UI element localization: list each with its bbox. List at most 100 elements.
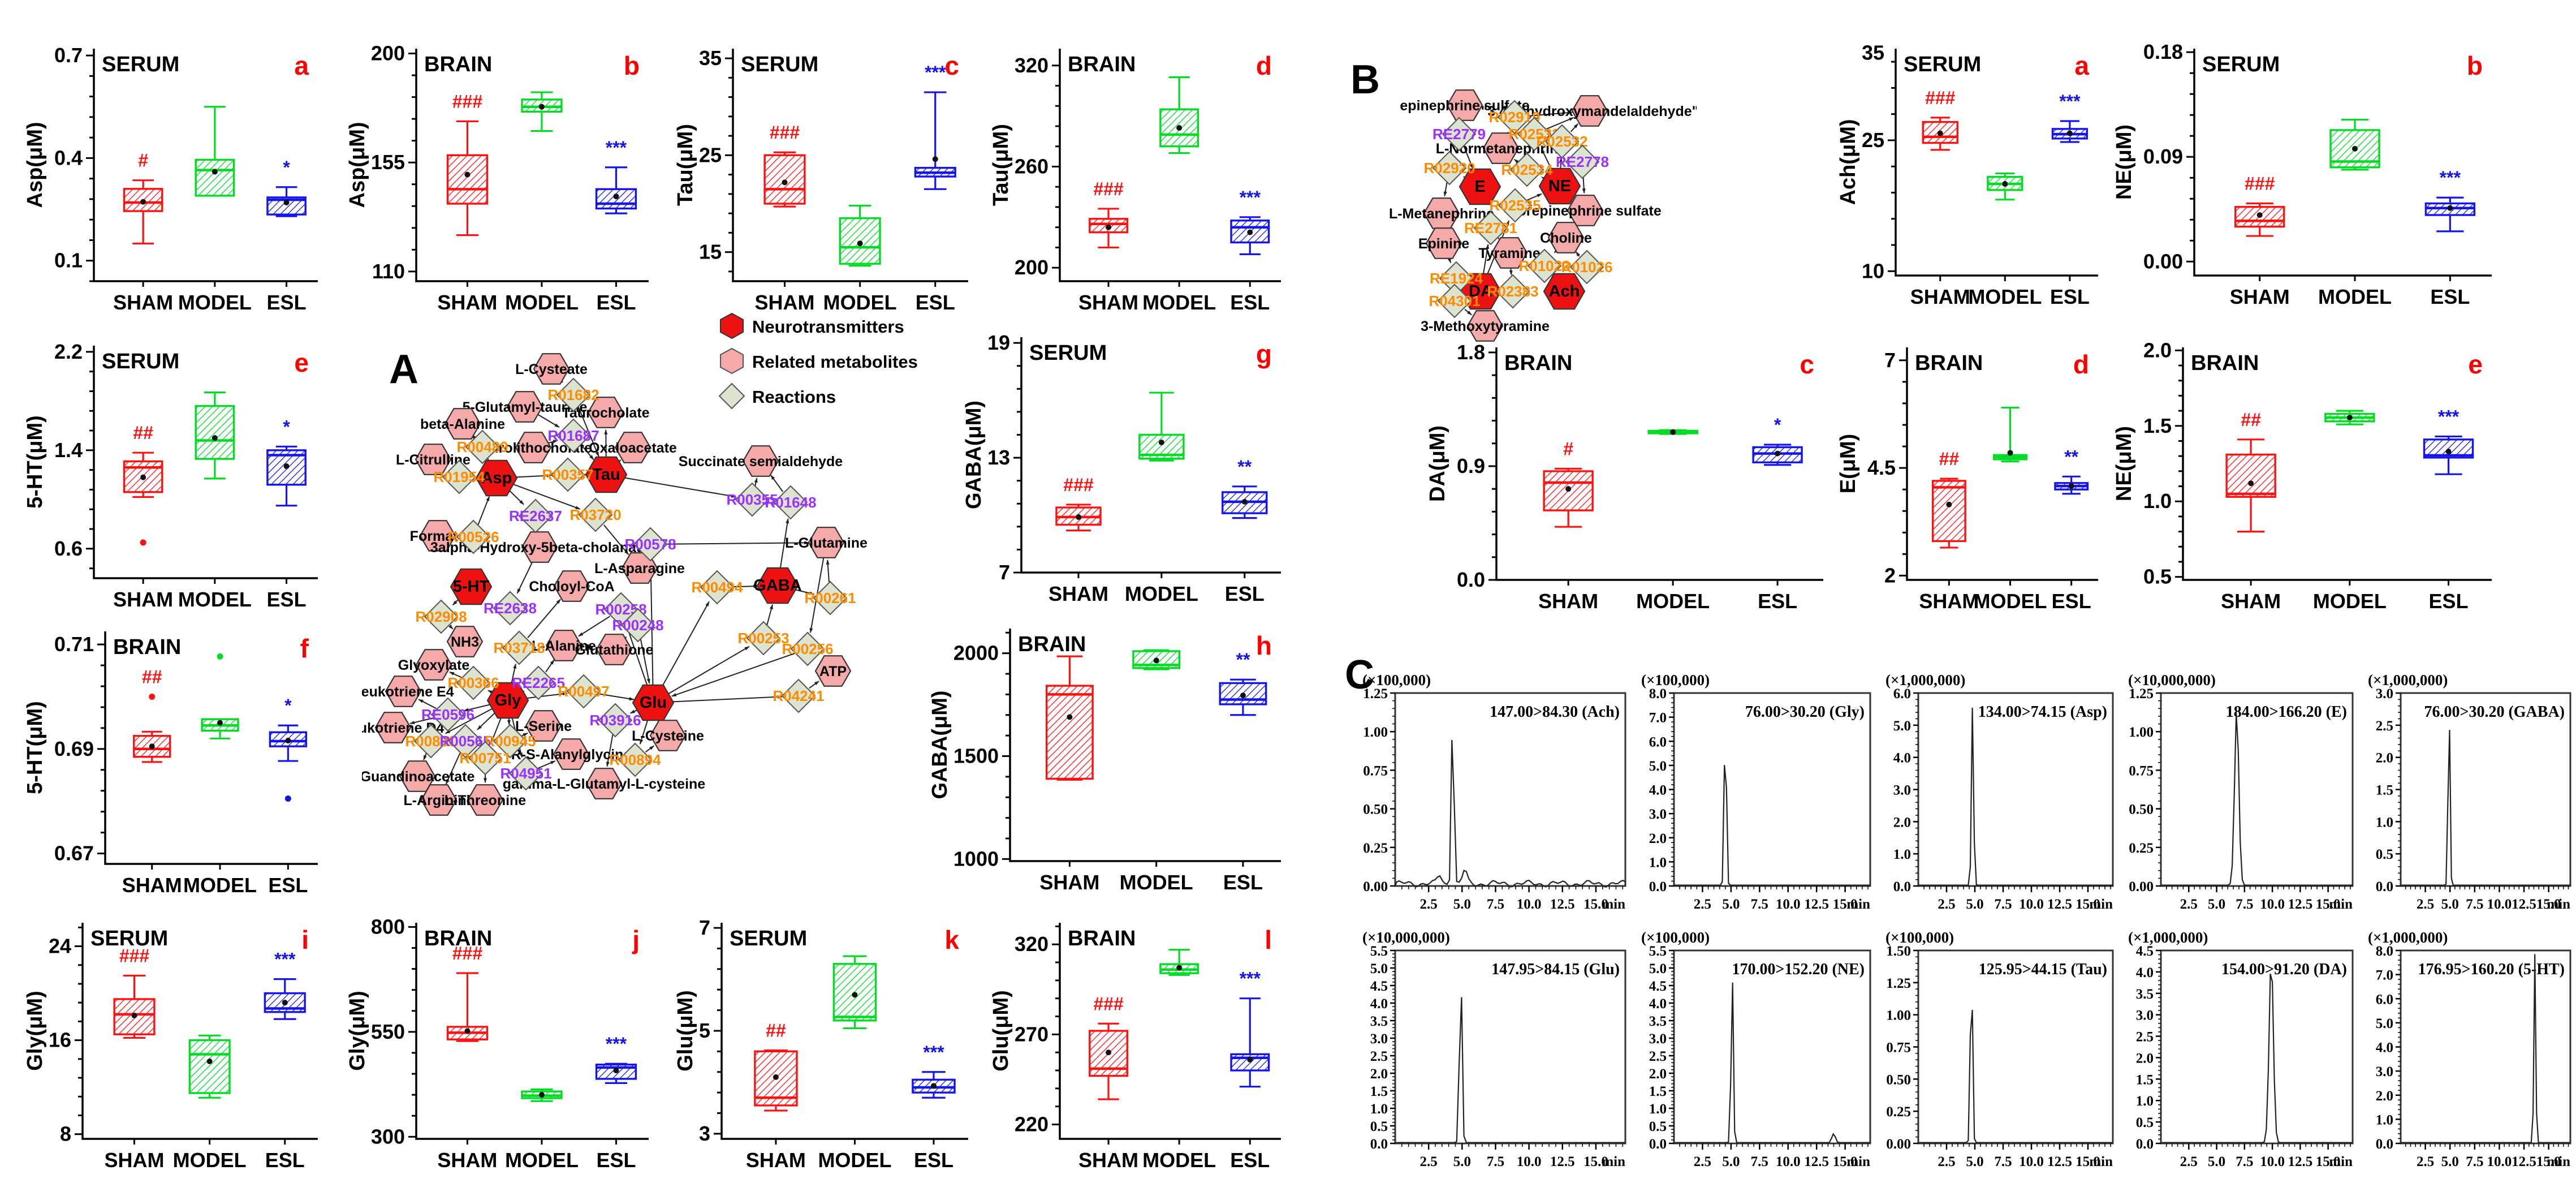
svg-text:###: ###	[770, 122, 800, 143]
svg-text:1.00: 1.00	[2129, 725, 2154, 740]
Ag-box-ESL: **	[1222, 457, 1268, 519]
svg-text:***: ***	[2059, 91, 2081, 111]
svg-text:l: l	[1265, 925, 1272, 954]
svg-text:4.0: 4.0	[1370, 996, 1388, 1012]
svg-text:Glutathione: Glutathione	[575, 642, 654, 658]
svg-text:k: k	[944, 925, 959, 954]
svg-text:4.5: 4.5	[1649, 979, 1667, 994]
svg-text:10.0: 10.0	[1517, 1154, 1542, 1169]
legend-label: Related metabolites	[752, 352, 918, 372]
svg-text:1.0: 1.0	[2376, 815, 2393, 830]
node-gly: Gly	[486, 682, 529, 719]
svg-text:1.8: 1.8	[1457, 341, 1485, 364]
Al-box-MODEL	[1159, 949, 1199, 976]
svg-text:R00256: R00256	[782, 640, 833, 657]
boxplot-serum-ne: 0.00 0.09 0.18 NE(μM) SERUM b ### SHAM MODEL *** E…	[2112, 40, 2502, 320]
svg-text:R00357: R00357	[542, 466, 593, 483]
svg-text:2.5: 2.5	[1694, 1154, 1711, 1169]
svg-text:10.0: 10.0	[2019, 1154, 2044, 1169]
svg-text:155: 155	[371, 150, 405, 174]
node-re2637: RE2637	[509, 498, 562, 534]
Bd-box-SHAM: ##	[1931, 449, 1966, 549]
node-r00565: R00565	[439, 724, 491, 759]
node-r01687: R01687	[547, 418, 599, 453]
svg-text:d: d	[2073, 350, 2089, 379]
metabolite-hexagon-icon	[717, 347, 747, 377]
svg-text:2.2: 2.2	[54, 340, 83, 363]
node-formate: Formate	[410, 520, 465, 552]
svg-text:7.5: 7.5	[2466, 1154, 2483, 1169]
Ba-box-ESL: ***	[2051, 91, 2089, 143]
svg-text:g: g	[1256, 339, 1272, 369]
svg-text:2.5: 2.5	[1370, 1049, 1388, 1064]
svg-text:5-HT(μM): 5-HT(μM)	[23, 415, 47, 509]
svg-text:4.0: 4.0	[2376, 1040, 2393, 1056]
svg-text:MODEL: MODEL	[173, 1148, 247, 1172]
Aa-box-ESL: *	[266, 157, 307, 217]
svg-text:7.5: 7.5	[1487, 897, 1504, 912]
legend-item-neurotransmitters: Neurotransmitters	[717, 312, 918, 342]
svg-text:1.0: 1.0	[1649, 855, 1667, 870]
svg-text:BRAIN: BRAIN	[1504, 351, 1572, 375]
svg-text:1.4: 1.4	[54, 438, 83, 462]
svg-text:0.50: 0.50	[1886, 1072, 1911, 1087]
svg-text:76.00>30.20 (Gly): 76.00>30.20 (Gly)	[1745, 703, 1865, 721]
node-r01023: R01023	[1518, 248, 1570, 283]
svg-text:12.5: 12.5	[1804, 1154, 1829, 1169]
node-r02920: R02920	[1423, 150, 1475, 186]
svg-text:3.0: 3.0	[1370, 1031, 1388, 1047]
svg-text:1.0: 1.0	[1370, 1102, 1388, 1117]
svg-text:DA(μM): DA(μM)	[1426, 425, 1449, 502]
svg-text:10.0: 10.0	[1776, 897, 1801, 912]
node-r00751: R00751	[459, 741, 511, 776]
svg-text:15.0: 15.0	[2316, 1154, 2341, 1169]
node-re0596: RE0596	[421, 697, 474, 732]
svg-text:RE0596: RE0596	[421, 706, 474, 723]
svg-text:min: min	[1602, 897, 1625, 912]
boxplot-brain-gly: 300 550 800 Gly(μM) BRAIN j ### SHAM MODEL *** ESL	[345, 914, 659, 1183]
svg-text:e: e	[2468, 350, 2483, 379]
svg-text:200: 200	[371, 42, 405, 65]
svg-text:MODEL: MODEL	[1142, 1148, 1216, 1172]
Aa-box-MODEL	[195, 106, 235, 197]
svg-text:#: #	[138, 150, 148, 171]
node-epinephrine-sulfate: epinephrine sulfate	[1400, 89, 1530, 121]
svg-text:ESL: ESL	[267, 588, 307, 611]
svg-text:24: 24	[49, 935, 71, 958]
svg-text:Glu(μM): Glu(μM)	[674, 990, 697, 1072]
svg-text:BRAIN: BRAIN	[1018, 633, 1086, 656]
svg-text:0.5: 0.5	[2376, 847, 2393, 862]
svg-text:NE(μM): NE(μM)	[2112, 426, 2136, 501]
boxplot-svg: 300 550 800 Gly(μM) BRAIN j ### SHAM MODEL *** ESL	[346, 915, 649, 1172]
Al-box-SHAM: ###	[1089, 993, 1128, 1100]
svg-text:SERUM: SERUM	[730, 927, 807, 950]
svg-text:R02532: R02532	[1536, 133, 1587, 150]
svg-text:###: ###	[1093, 179, 1124, 199]
svg-text:(×1,000,000): (×1,000,000)	[2368, 672, 2448, 689]
svg-text:E(μM): E(μM)	[1836, 434, 1860, 494]
svg-text:R03718: R03718	[493, 639, 545, 656]
Bb-box-SHAM: ###	[2234, 174, 2285, 237]
boxplot-svg: 8 16 24 Gly(μM) SERUM i ### SHAM MODEL *** ESL	[23, 923, 318, 1172]
Ag-box-MODEL	[1138, 392, 1185, 462]
svg-text:BRAIN: BRAIN	[1915, 351, 1983, 375]
node-r03718: R03718	[493, 630, 545, 665]
svg-text:#: #	[1563, 438, 1573, 459]
svg-text:6.0: 6.0	[1649, 734, 1667, 750]
svg-text:3.0: 3.0	[1649, 807, 1667, 822]
svg-text:4.5: 4.5	[2136, 944, 2154, 959]
svg-text:R00526: R00526	[447, 528, 499, 545]
svg-text:RE2637: RE2637	[509, 507, 562, 524]
node-nh3: NH3	[446, 626, 484, 657]
svg-text:ESL: ESL	[1230, 291, 1270, 314]
svg-text:8: 8	[60, 1122, 71, 1146]
svg-text:12.5: 12.5	[2047, 897, 2072, 912]
svg-text:R00261: R00261	[804, 590, 856, 606]
svg-text:f: f	[300, 634, 309, 663]
svg-text:SERUM: SERUM	[1904, 53, 1981, 76]
Ak-box-ESL: ***	[912, 1042, 956, 1099]
svg-text:5.0: 5.0	[1893, 719, 1911, 734]
svg-text:R00894: R00894	[609, 751, 661, 768]
chromatogram-svg: (×1,000,000) 154.00>91.20 (DA) 0.0 0.5 1.0 1.…	[2128, 929, 2354, 1169]
